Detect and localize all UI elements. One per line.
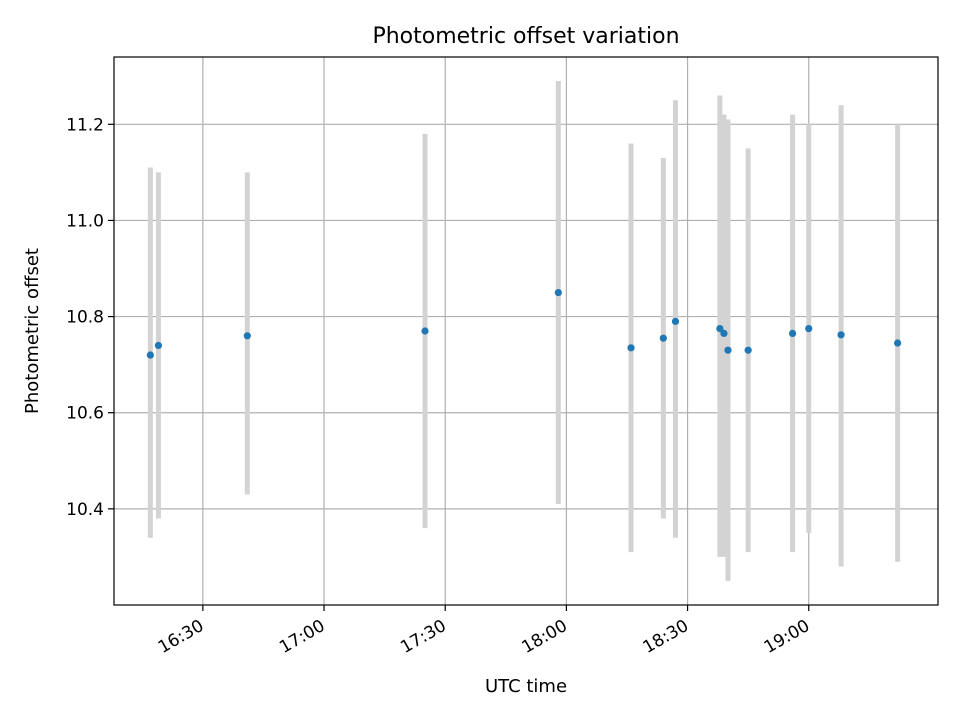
y-axis-ticks: 10.4 10.6 10.8 11.0 11.2	[66, 115, 114, 520]
y-tick-label: 11.2	[66, 115, 104, 135]
grid	[114, 57, 938, 605]
data-point	[421, 327, 429, 335]
x-tick-label: 17:30	[397, 616, 449, 658]
x-tick-label: 16:30	[155, 616, 207, 658]
x-tick-label: 17:00	[276, 616, 328, 658]
data-point	[724, 346, 732, 354]
plot-area-frame	[113, 56, 939, 606]
y-tick-label: 10.8	[66, 308, 104, 328]
data-point	[720, 329, 728, 338]
y-tick-label: 11.0	[66, 211, 104, 231]
y-tick-label: 10.4	[66, 500, 104, 520]
x-tick-label: 18:30	[640, 616, 692, 658]
y-axis-label: Photometric offset	[22, 248, 43, 414]
data-point	[146, 351, 154, 359]
x-axis-label: UTC time	[485, 676, 567, 697]
data-point	[894, 339, 902, 347]
data-point	[837, 331, 845, 339]
error-bars	[147, 81, 901, 581]
data-point	[788, 329, 797, 338]
data-point	[671, 317, 680, 325]
data-point	[744, 346, 752, 354]
data-point	[627, 344, 635, 352]
data-point	[554, 288, 562, 297]
data-point	[243, 332, 251, 340]
data-point	[805, 324, 813, 333]
data-point	[716, 324, 724, 333]
data-point	[659, 334, 667, 342]
x-tick-label: 18:00	[518, 616, 570, 658]
x-axis-ticks: 16:30 17:00 17:30 18:00 18:30 19:00	[155, 605, 813, 658]
x-tick-label: 19:00	[761, 616, 813, 658]
y-tick-label: 10.6	[66, 404, 104, 424]
data-point	[154, 341, 163, 350]
chart-title: Photometric offset variation	[372, 24, 679, 49]
data-points	[146, 288, 902, 359]
